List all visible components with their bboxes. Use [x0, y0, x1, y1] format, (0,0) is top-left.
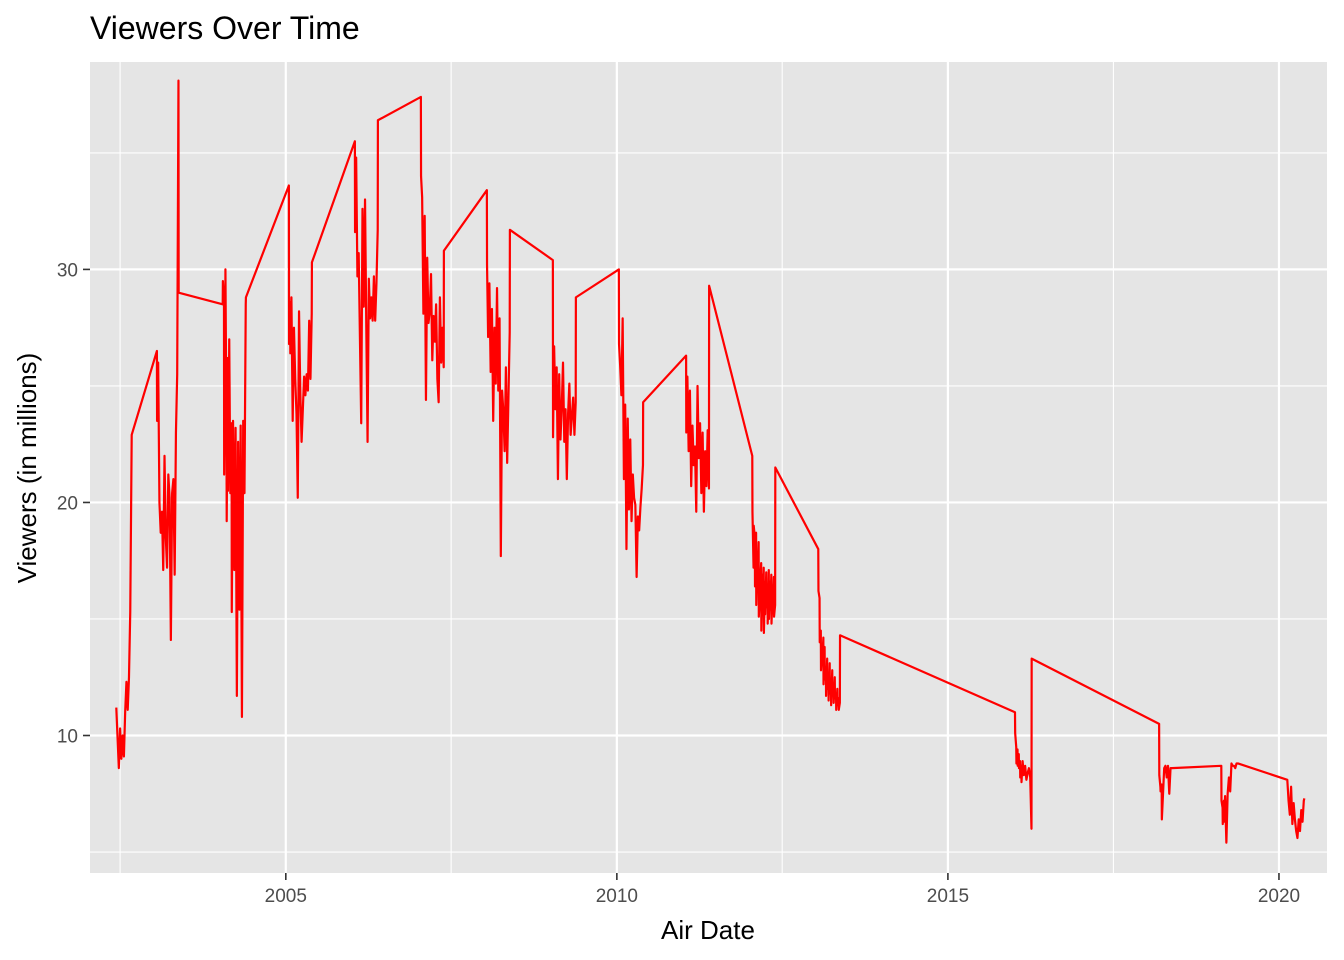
y-tick-label: 10	[57, 727, 78, 748]
y-axis: 10 20 30	[57, 260, 90, 748]
x-tick-label: 2020	[1258, 886, 1300, 907]
x-tick-label: 2005	[265, 886, 307, 907]
x-tick-label: 2015	[927, 886, 969, 907]
x-tick-label: 2010	[596, 886, 638, 907]
series-line-viewers	[115, 79, 1306, 844]
x-axis: 2005 2010 2015 2020	[265, 873, 1300, 907]
series-layer	[115, 79, 1306, 844]
x-axis-title: Air Date	[661, 915, 755, 945]
y-axis-title: Viewers (in millions)	[12, 353, 42, 584]
y-tick-label: 20	[57, 493, 78, 514]
y-tick-label: 30	[57, 260, 78, 281]
major-gridlines	[90, 62, 1327, 873]
chart-title: Viewers Over Time	[90, 10, 360, 46]
